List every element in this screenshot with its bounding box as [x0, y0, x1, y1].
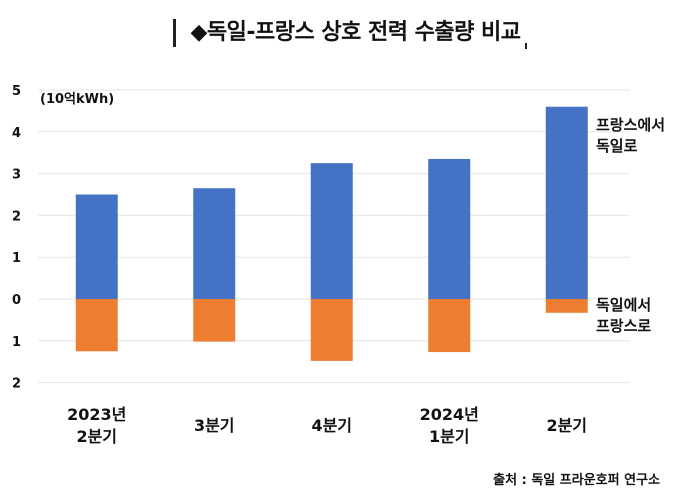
title-bracket: [173, 18, 177, 47]
bar-germany-to-france: [310, 299, 353, 361]
x-tick-label: 2024년 1분기: [419, 405, 479, 446]
y-tick-label: 5: [12, 84, 21, 99]
series-label-germany-to-france: 독일에서 프랑스로: [596, 296, 652, 335]
y-tick-label: 1: [12, 335, 21, 350]
bar-france-to-germany: [75, 194, 118, 299]
y-axis-unit-label: (10억kWh): [40, 92, 115, 107]
chart-title: ◆독일-프랑스 상호 전력 수출량 비교: [190, 20, 521, 45]
bar-france-to-germany: [193, 188, 236, 299]
x-tick-label: 2023년 2분기: [67, 405, 127, 446]
bar-germany-to-france: [193, 299, 236, 342]
y-tick-label: 0: [12, 293, 21, 308]
bar-france-to-germany: [428, 158, 471, 299]
y-tick-label: 3: [12, 168, 21, 183]
series-label-france-to-germany: 프랑스에서 독일로: [596, 116, 666, 155]
bar-germany-to-france: [428, 299, 471, 353]
y-tick-label: 1: [12, 251, 21, 266]
bar-france-to-germany: [545, 106, 588, 299]
source-note: 출처 : 독일 프라운호퍼 연구소: [493, 473, 660, 488]
x-tick-label: 2분기: [546, 416, 588, 435]
bar-germany-to-france: [75, 299, 118, 352]
y-tick-label: 2: [12, 377, 21, 392]
chart-title-wrap: ◆독일-프랑스 상호 전력 수출량 비교: [0, 14, 700, 49]
bar-germany-to-france: [545, 299, 588, 313]
bar-france-to-germany: [310, 163, 353, 299]
x-tick-label: 3분기: [193, 416, 235, 435]
x-tick-label: 4분기: [311, 416, 353, 435]
y-tick-label: 4: [12, 126, 21, 141]
title-tick: [524, 42, 527, 49]
y-tick-label: 2: [12, 209, 21, 224]
